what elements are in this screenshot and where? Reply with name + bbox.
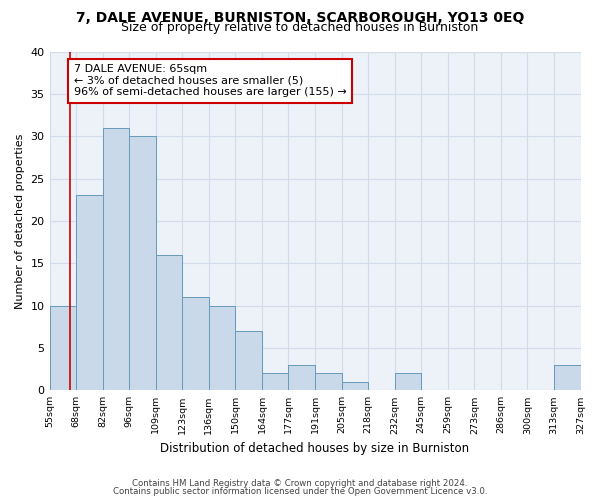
Text: Contains HM Land Registry data © Crown copyright and database right 2024.: Contains HM Land Registry data © Crown c… xyxy=(132,478,468,488)
Bar xyxy=(103,128,129,390)
Bar xyxy=(315,374,341,390)
Text: Size of property relative to detached houses in Burniston: Size of property relative to detached ho… xyxy=(121,22,479,35)
Bar xyxy=(129,136,156,390)
Bar xyxy=(76,196,103,390)
X-axis label: Distribution of detached houses by size in Burniston: Distribution of detached houses by size … xyxy=(160,442,470,455)
Bar xyxy=(50,306,76,390)
Bar xyxy=(395,374,421,390)
Bar xyxy=(341,382,368,390)
Bar xyxy=(262,374,289,390)
Bar xyxy=(289,365,315,390)
Y-axis label: Number of detached properties: Number of detached properties xyxy=(15,133,25,308)
Bar xyxy=(209,306,235,390)
Bar xyxy=(156,255,182,390)
Text: Contains public sector information licensed under the Open Government Licence v3: Contains public sector information licen… xyxy=(113,487,487,496)
Bar xyxy=(235,331,262,390)
Bar xyxy=(554,365,581,390)
Bar xyxy=(182,297,209,390)
Text: 7 DALE AVENUE: 65sqm
← 3% of detached houses are smaller (5)
96% of semi-detache: 7 DALE AVENUE: 65sqm ← 3% of detached ho… xyxy=(74,64,347,98)
Text: 7, DALE AVENUE, BURNISTON, SCARBOROUGH, YO13 0EQ: 7, DALE AVENUE, BURNISTON, SCARBOROUGH, … xyxy=(76,11,524,25)
